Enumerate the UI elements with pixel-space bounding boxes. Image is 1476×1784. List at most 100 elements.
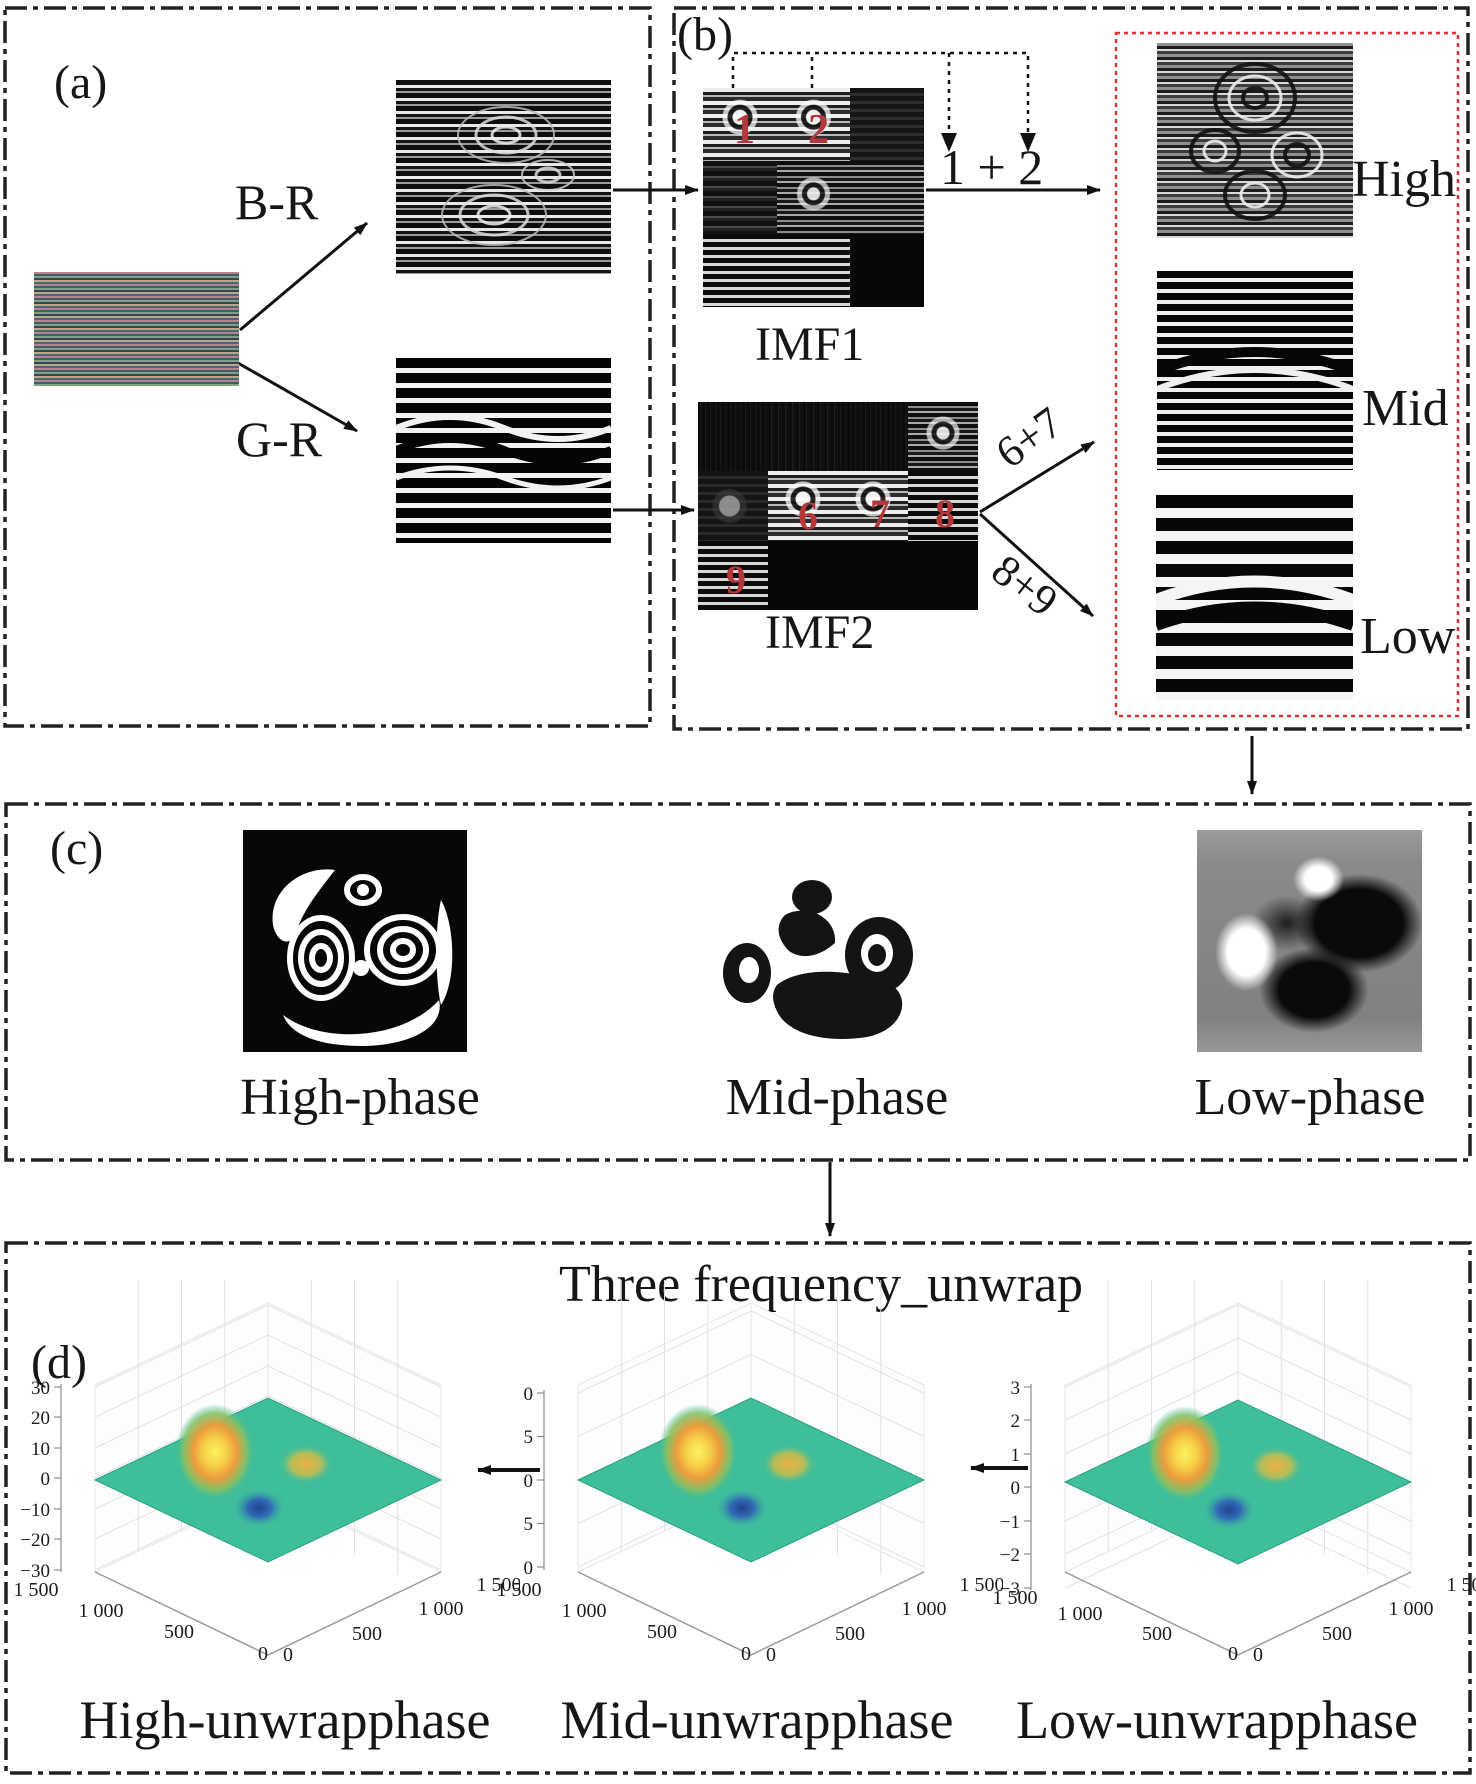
low-frequency-image xyxy=(1156,495,1353,700)
imf1-number-1: 1 xyxy=(734,107,755,153)
sum-1-2-label: 1 + 2 xyxy=(940,139,1044,195)
y-tick: 1 500 xyxy=(1447,1574,1476,1596)
panel-b-border xyxy=(672,6,1470,731)
x-tick-labels-left: 1 500 1 000 500 0 xyxy=(14,1579,269,1665)
mid-unwrap-3d-plot: 0 5 0 5 0 1 500 1 000 500 0 0 500 1 000 … xyxy=(497,1280,1003,1666)
mid-output-label: Mid xyxy=(1362,380,1449,437)
y-tick-labels-right: 0 500 1 000 1 500 xyxy=(1253,1574,1476,1666)
z-tick: −20 xyxy=(20,1530,50,1551)
floor-edges xyxy=(1064,1571,1412,1656)
mid-unwrap-caption: Mid-unwrapphase xyxy=(560,1690,954,1750)
x-tick: 0 xyxy=(1228,1643,1238,1665)
x-tick: 0 xyxy=(258,1643,268,1665)
y-tick: 1 000 xyxy=(902,1598,947,1620)
imf2-number-8: 8 xyxy=(935,491,955,536)
low-phase-image xyxy=(1197,830,1422,1052)
y-tick: 1 500 xyxy=(960,1574,1004,1596)
high-unwrap-3d-plot: 30 20 10 0 −10 −20 −30 1 500 1 000 500 0… xyxy=(14,1280,520,1666)
imf1-tile xyxy=(703,234,777,307)
x-tick: 1 500 xyxy=(497,1579,542,1601)
low-unwrap-3d-plot: 3 2 1 0 −1 −2 −3 1 500 1 000 500 0 0 500… xyxy=(993,1280,1476,1666)
low-phase-caption: Low-phase xyxy=(1194,1069,1426,1126)
color-fringe-image xyxy=(34,272,239,386)
high-phase-rings xyxy=(272,869,453,1046)
z-tick: 5 xyxy=(524,1514,534,1535)
z-tick: 10 xyxy=(31,1439,50,1460)
mid-phase-image xyxy=(707,865,937,1045)
y-tick: 1 000 xyxy=(419,1598,464,1620)
imf2-tile xyxy=(768,540,978,610)
z-axis-ticks xyxy=(54,1386,61,1571)
z-tick: 0 xyxy=(524,1471,534,1492)
surface-main-peak xyxy=(1145,1406,1225,1502)
gr-arrow-label: G-R xyxy=(236,411,323,467)
z-axis-ticks xyxy=(1024,1386,1031,1589)
panel-b-label: (b) xyxy=(677,8,733,61)
y-tick-labels-right: 0 500 1 000 1 500 xyxy=(283,1574,520,1666)
mid-frequency-image xyxy=(1157,271,1353,470)
z-tick: −10 xyxy=(20,1500,50,1521)
surface-second-peak xyxy=(278,1444,334,1484)
br-fringe-rings xyxy=(441,106,575,246)
low-output-label: Low xyxy=(1360,608,1456,665)
imf2-grid-image xyxy=(698,402,978,610)
z-tick-labels: 0 5 0 5 0 xyxy=(524,1384,534,1579)
surface-main-peak xyxy=(658,1404,738,1500)
surface-dip xyxy=(232,1488,286,1528)
z-tick: 0 xyxy=(524,1558,534,1579)
high-output-label: High xyxy=(1352,151,1456,208)
z-tick: −2 xyxy=(1000,1545,1020,1566)
floor-edges xyxy=(94,1571,442,1656)
imf2-sum67-arrow xyxy=(979,440,1095,514)
y-tick: 0 xyxy=(283,1644,293,1666)
y-tick: 0 xyxy=(1253,1644,1263,1666)
surface-dip xyxy=(1202,1490,1256,1530)
y-tick: 500 xyxy=(1322,1623,1352,1645)
red-dotted-box xyxy=(1114,31,1460,718)
imf1-tile xyxy=(850,88,924,161)
low-frequency-waves xyxy=(1156,575,1353,631)
y-tick: 0 xyxy=(766,1644,776,1666)
panel-c-label: (c) xyxy=(50,822,104,875)
y-tick: 1 000 xyxy=(1389,1598,1434,1620)
surface-second-peak xyxy=(761,1444,817,1484)
z-axis-ticks xyxy=(537,1392,544,1568)
z-tick: 3 xyxy=(1011,1378,1021,1399)
surface-main-peak xyxy=(175,1404,255,1500)
z-tick: 0 xyxy=(1011,1478,1021,1499)
imf2-tile xyxy=(698,540,768,610)
gr-fringe-waves xyxy=(396,414,611,491)
x-tick-labels-left: 1 500 1 000 500 0 xyxy=(993,1587,1239,1665)
panel-c-border xyxy=(4,802,1472,1162)
imf1-tile xyxy=(776,88,851,161)
imf2-tile xyxy=(908,471,978,541)
imf2-tile xyxy=(768,471,838,541)
imf2-tile xyxy=(698,402,768,472)
y-tick: 500 xyxy=(835,1623,865,1645)
floor-edges xyxy=(577,1571,925,1656)
high-phase-caption: High-phase xyxy=(240,1069,480,1126)
z-tick: −30 xyxy=(20,1561,50,1582)
z-tick-labels: 3 2 1 0 −1 −2 −3 xyxy=(1000,1378,1020,1600)
z-tick: 20 xyxy=(31,1408,50,1429)
z-tick: 1 xyxy=(1011,1445,1021,1466)
imf1-tile xyxy=(703,161,777,234)
imf1-number-2: 2 xyxy=(808,107,829,153)
y-tick-labels-right: 0 500 1 000 1 500 xyxy=(766,1574,1003,1666)
imf1-tile xyxy=(850,161,924,234)
imf1-tile xyxy=(776,161,851,234)
x-tick: 500 xyxy=(647,1621,677,1643)
dotted-arrowhead-2 xyxy=(1020,133,1036,152)
z-tick: 30 xyxy=(31,1378,50,1399)
imf1-caption: IMF1 xyxy=(755,318,865,371)
panel-d-border xyxy=(4,1241,1472,1775)
imf2-number-7: 7 xyxy=(870,491,890,536)
z-tick: 5 xyxy=(524,1427,534,1448)
panel-a-border xyxy=(3,6,652,728)
dotted-arrowhead-1 xyxy=(941,133,957,152)
x-tick: 1 500 xyxy=(14,1579,59,1601)
mid-phase-caption: Mid-phase xyxy=(725,1069,949,1126)
gr-arrow xyxy=(237,361,358,433)
imf1-tile xyxy=(703,88,777,161)
